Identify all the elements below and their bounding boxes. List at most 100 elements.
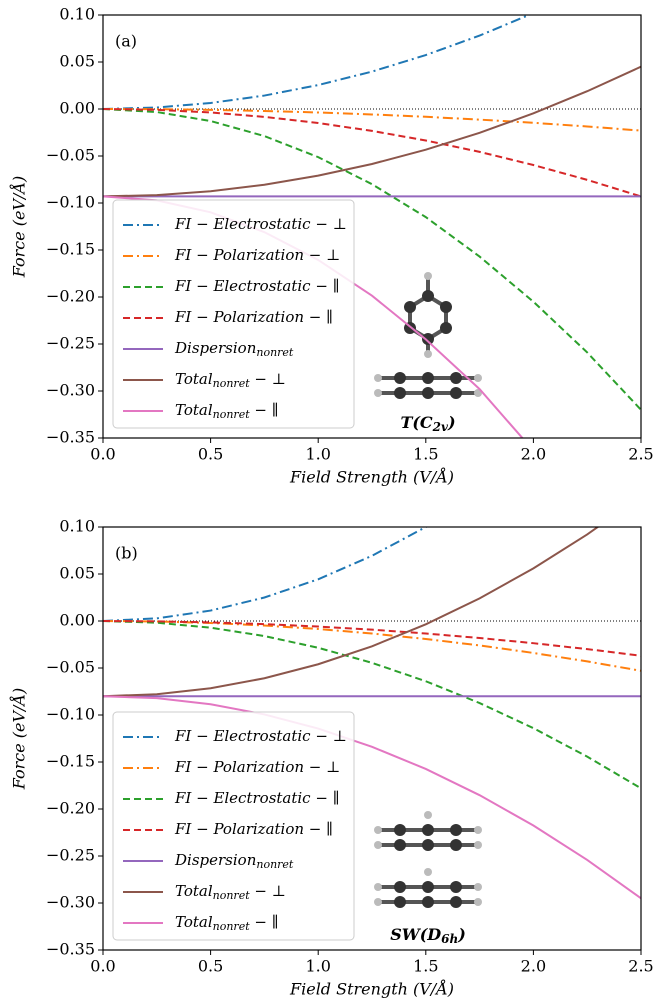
legend-name: Total bbox=[175, 913, 213, 931]
legend: FI − Electrostatic − ⊥ FI − Polarization … bbox=[112, 711, 355, 941]
structure-label: SW(D6h) bbox=[390, 925, 466, 946]
legend-suffix: − ∥ bbox=[250, 913, 279, 931]
x-tick-label: 2.0 bbox=[521, 957, 546, 976]
y-tick-label: −0.10 bbox=[46, 193, 95, 212]
legend-label: Totalnonret − ⊥ bbox=[175, 370, 286, 390]
x-tick-label: 2.0 bbox=[521, 445, 546, 464]
y-tick-label: −0.05 bbox=[46, 658, 95, 677]
legend-label: FI − Electrostatic − ∥ bbox=[174, 277, 340, 295]
structure-main: SW(D bbox=[390, 925, 441, 944]
structure-sub: 6h bbox=[441, 932, 458, 946]
legend-suffix: − ⊥ bbox=[250, 370, 286, 388]
legend-label: FI − Electrostatic − ⊥ bbox=[174, 215, 347, 233]
legend-frame bbox=[112, 199, 355, 429]
legend-name: Dispersion bbox=[174, 339, 256, 357]
structure-label: T(C2v) bbox=[400, 413, 455, 434]
molecule-t bbox=[374, 272, 482, 399]
x-tick-label: 1.0 bbox=[305, 957, 330, 976]
y-tick-label: −0.20 bbox=[46, 799, 95, 818]
plot-frame bbox=[102, 526, 642, 951]
panel-label: (b) bbox=[115, 544, 138, 563]
panel: −0.35 −0.30 −0.25 −0.20 −0.15 −0.10 −0.05 0.00 0… bbox=[9, 517, 654, 999]
x-tick-label: 0.5 bbox=[198, 957, 223, 976]
legend-label: FI − Electrostatic − ⊥ bbox=[174, 727, 347, 745]
x-axis-label: Field Strength (V/Å) bbox=[289, 467, 454, 487]
x-tick-label: 0.5 bbox=[198, 445, 223, 464]
legend-subscript: nonret bbox=[213, 408, 251, 421]
y-tick-label: 0.00 bbox=[59, 611, 95, 630]
legend-label: Dispersionnonret bbox=[174, 339, 294, 359]
y-tick-label: 0.10 bbox=[59, 517, 95, 536]
x-tick-label: 2.5 bbox=[628, 445, 653, 464]
series-line bbox=[103, 620, 641, 657]
y-tick-label: −0.35 bbox=[46, 940, 95, 959]
series-line bbox=[103, 527, 600, 698]
y-tick-label: −0.10 bbox=[46, 705, 95, 724]
y-tick-label: −0.15 bbox=[46, 240, 95, 259]
x-tick-label: 1.5 bbox=[413, 957, 438, 976]
y-tick-label: 0.00 bbox=[59, 99, 95, 118]
series-line bbox=[103, 620, 641, 790]
legend-name: Dispersion bbox=[174, 851, 256, 869]
y-tick-label: −0.05 bbox=[46, 146, 95, 165]
series-line bbox=[103, 65, 641, 198]
legend-subscript: nonret bbox=[213, 920, 251, 933]
x-tick-label: 0.0 bbox=[90, 957, 115, 976]
panel-label: (a) bbox=[115, 32, 137, 51]
y-tick-label: −0.15 bbox=[46, 752, 95, 771]
legend-name: FI − Electrostatic − ⊥ bbox=[174, 727, 347, 745]
legend-name: FI − Polarization − ∥ bbox=[174, 820, 333, 838]
legend-subscript: nonret bbox=[256, 346, 294, 359]
legend-name: FI − Polarization − ∥ bbox=[174, 308, 333, 326]
legend-name: FI − Polarization − ⊥ bbox=[174, 758, 340, 776]
legend: FI − Electrostatic − ⊥ FI − Polarization … bbox=[112, 199, 355, 429]
legend-subscript: nonret bbox=[256, 858, 294, 871]
series-line bbox=[103, 15, 532, 110]
legend-suffix: − ⊥ bbox=[250, 882, 286, 900]
series-line bbox=[103, 108, 641, 132]
legend-name: Total bbox=[175, 882, 213, 900]
legend-name: FI − Electrostatic − ∥ bbox=[174, 277, 340, 295]
y-axis-label: Force (eV/Å) bbox=[9, 688, 29, 790]
series-line bbox=[103, 108, 641, 411]
legend-label: FI − Polarization − ∥ bbox=[174, 820, 333, 838]
legend-label: Totalnonret − ∥ bbox=[175, 401, 279, 421]
legend-name: FI − Electrostatic − ∥ bbox=[174, 789, 340, 807]
y-tick-label: 0.10 bbox=[59, 5, 95, 24]
structure-sub: 2v bbox=[432, 420, 449, 434]
legend-label: FI − Electrostatic − ∥ bbox=[174, 789, 340, 807]
y-axis-label: Force (eV/Å) bbox=[9, 176, 29, 278]
legend-label: FI − Polarization − ⊥ bbox=[174, 246, 340, 264]
legend-label: FI − Polarization − ∥ bbox=[174, 308, 333, 326]
legend-name: FI − Electrostatic − ⊥ bbox=[174, 215, 347, 233]
x-tick-label: 1.5 bbox=[413, 445, 438, 464]
y-tick-label: −0.20 bbox=[46, 287, 95, 306]
legend-label: Totalnonret − ∥ bbox=[175, 913, 279, 933]
structure-main: T(C bbox=[400, 413, 432, 432]
y-tick-label: −0.25 bbox=[46, 846, 95, 865]
molecule-sw bbox=[374, 811, 482, 908]
x-tick-label: 1.0 bbox=[305, 445, 330, 464]
x-tick-label: 0.0 bbox=[90, 445, 115, 464]
legend-name: Total bbox=[175, 401, 213, 419]
structure-end: ) bbox=[447, 413, 456, 432]
y-tick-label: 0.05 bbox=[59, 564, 95, 583]
series-line bbox=[103, 108, 641, 198]
legend-suffix: − ∥ bbox=[250, 401, 279, 419]
legend-label: Totalnonret − ⊥ bbox=[175, 882, 286, 902]
legend-name: FI − Polarization − ⊥ bbox=[174, 246, 340, 264]
plot-frame bbox=[102, 14, 642, 439]
y-tick-label: −0.25 bbox=[46, 334, 95, 353]
legend-label: FI − Polarization − ⊥ bbox=[174, 758, 340, 776]
legend-name: Total bbox=[175, 370, 213, 388]
series-line bbox=[103, 695, 641, 900]
panel: −0.35 −0.30 −0.25 −0.20 −0.15 −0.10 −0.05 0.00 0… bbox=[9, 5, 654, 487]
y-tick-label: −0.30 bbox=[46, 893, 95, 912]
legend-subscript: nonret bbox=[213, 889, 251, 902]
structure-end: ) bbox=[457, 925, 466, 944]
x-axis-label: Field Strength (V/Å) bbox=[289, 979, 454, 999]
y-tick-label: −0.35 bbox=[46, 428, 95, 447]
x-tick-label: 2.5 bbox=[628, 957, 653, 976]
legend-label: Dispersionnonret bbox=[174, 851, 294, 871]
